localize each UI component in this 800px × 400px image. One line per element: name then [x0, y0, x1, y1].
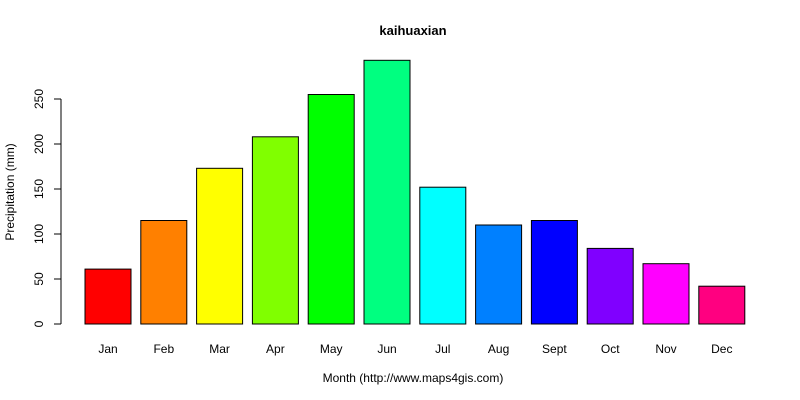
x-tick-label-jan: Jan: [98, 342, 117, 356]
y-tick-label: 250: [32, 89, 46, 109]
x-axis-label: Month (http://www.maps4gis.com): [323, 371, 504, 385]
bars-group: [84, 59, 746, 325]
x-tick-label-mar: Mar: [209, 342, 230, 356]
x-tick-label-sept: Sept: [542, 342, 567, 356]
bar-sept: [530, 220, 578, 325]
bar-oct: [586, 247, 634, 325]
x-tick-label-jun: Jun: [377, 342, 396, 356]
bar-jun: [363, 59, 411, 325]
y-tick-label: 100: [32, 224, 46, 244]
x-tick-label-may: May: [320, 342, 343, 356]
x-tick-label-apr: Apr: [266, 342, 285, 356]
x-tick-labels: Jan Feb Mar Apr May Jun Jul Aug Sept Oct Nov Dec: [98, 342, 732, 356]
y-tick-label: 200: [32, 134, 46, 154]
y-axis-label: Precipitation (mm): [3, 143, 17, 240]
chart-title: kaihuaxian: [379, 23, 446, 38]
y-tick-label: 150: [32, 179, 46, 199]
bar-mar: [196, 167, 244, 325]
y-axis: 0 50 100 150 200 250: [32, 89, 62, 327]
bar-jul: [419, 186, 467, 325]
x-tick-label-dec: Dec: [711, 342, 732, 356]
x-tick-label-jul: Jul: [435, 342, 450, 356]
bar-jan: [84, 268, 132, 325]
bar-may: [307, 94, 355, 325]
x-tick-label-oct: Oct: [601, 342, 620, 356]
bar-dec: [698, 285, 746, 325]
y-tick-label: 0: [32, 320, 46, 327]
bar-feb: [140, 220, 188, 325]
x-tick-label-nov: Nov: [655, 342, 676, 356]
y-tick-label: 50: [32, 272, 46, 286]
bar-aug: [475, 224, 523, 325]
x-tick-label-feb: Feb: [153, 342, 174, 356]
bar-apr: [251, 136, 299, 325]
bar-nov: [642, 263, 690, 325]
x-tick-label-aug: Aug: [488, 342, 509, 356]
